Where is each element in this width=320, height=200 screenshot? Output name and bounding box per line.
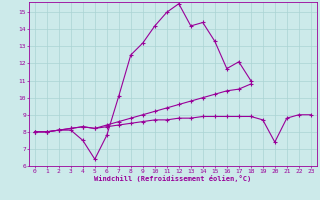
X-axis label: Windchill (Refroidissement éolien,°C): Windchill (Refroidissement éolien,°C) [94,175,252,182]
